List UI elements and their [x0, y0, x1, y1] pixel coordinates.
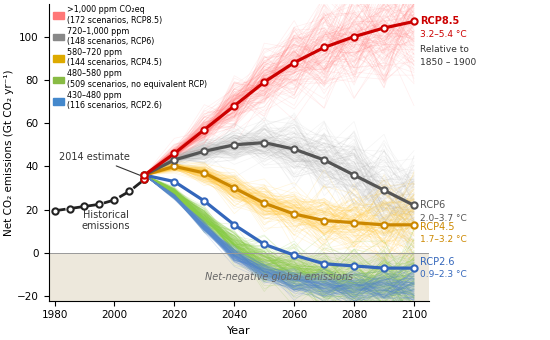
Text: RCP8.5: RCP8.5	[420, 16, 459, 27]
Text: RCP4.5: RCP4.5	[420, 222, 454, 232]
Text: Net-negative global emissions: Net-negative global emissions	[205, 272, 353, 282]
Text: 3.2–5.4 °C: 3.2–5.4 °C	[420, 30, 466, 39]
Text: RCP2.6: RCP2.6	[420, 257, 454, 267]
Text: Relative to: Relative to	[420, 45, 469, 54]
Text: Historical
emissions: Historical emissions	[81, 210, 130, 231]
Text: 1.7–3.2 °C: 1.7–3.2 °C	[420, 236, 467, 244]
Text: 2014 estimate: 2014 estimate	[58, 152, 147, 178]
Y-axis label: Net CO₂ emissions (Gt CO₂ yr⁻¹): Net CO₂ emissions (Gt CO₂ yr⁻¹)	[4, 69, 14, 236]
Text: 2.0–3.7 °C: 2.0–3.7 °C	[420, 214, 467, 223]
Legend: >1,000 ppm CO₂eq
(172 scenarios, RCP8.5), 720–1,000 ppm
(148 scenarios, RCP6), 5: >1,000 ppm CO₂eq (172 scenarios, RCP8.5)…	[53, 5, 207, 110]
X-axis label: Year: Year	[227, 326, 251, 336]
Text: RCP6: RCP6	[420, 200, 446, 210]
Text: 0.9–2.3 °C: 0.9–2.3 °C	[420, 270, 467, 279]
Text: 1850 – 1900: 1850 – 1900	[420, 58, 476, 67]
Bar	[48, 253, 429, 301]
